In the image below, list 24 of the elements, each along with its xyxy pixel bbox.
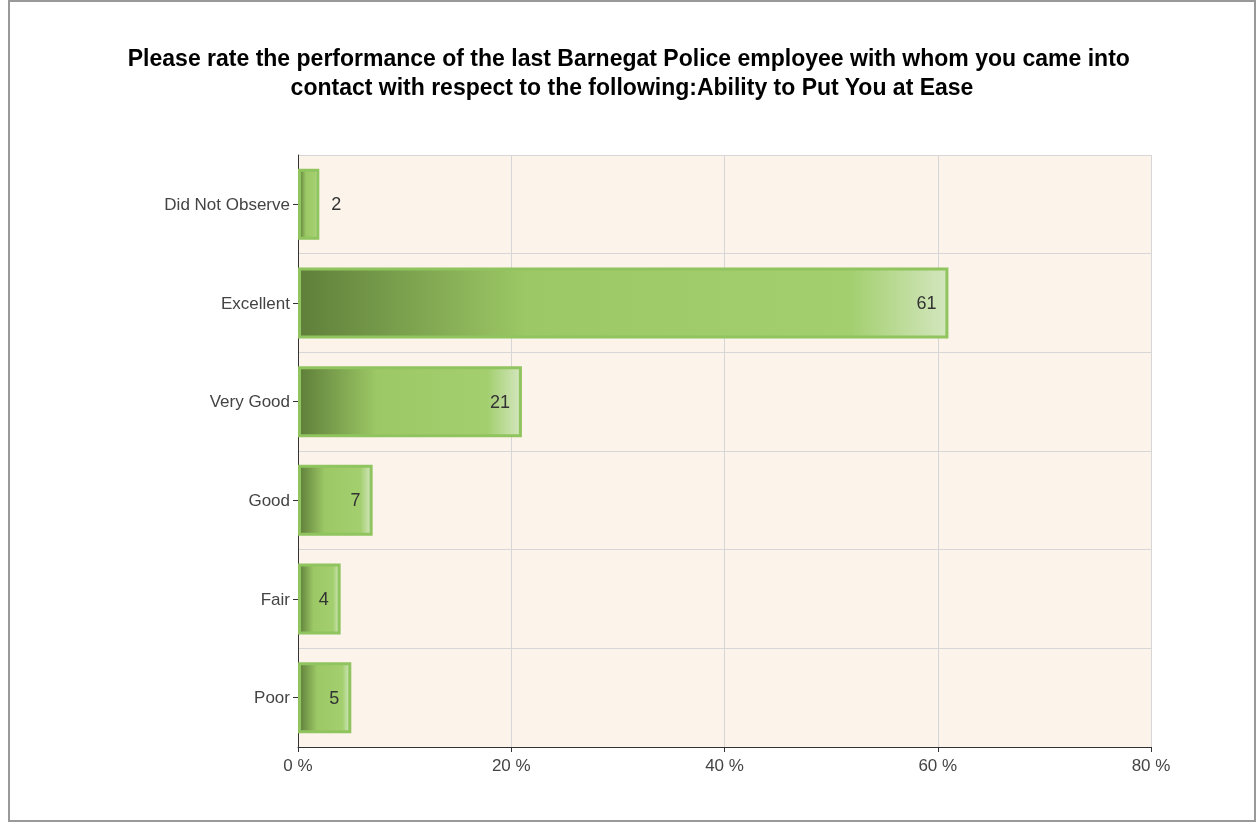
y-tick-label: Did Not Observe <box>164 194 290 214</box>
bar <box>298 267 949 339</box>
data-label: 5 <box>329 687 340 708</box>
chart-title: Please rate the performance of the last Barnegat Police employee with whom you came into contact with respect to the following:Ability to Put You at Ease <box>127 44 1137 100</box>
bar <box>298 366 522 438</box>
data-label: 7 <box>350 490 361 511</box>
x-tick-label: 80 % <box>1131 756 1171 775</box>
bar <box>298 464 373 536</box>
x-tick-label: 0 % <box>283 756 313 775</box>
data-label: 61 <box>916 293 937 313</box>
y-tick-label: Excellent <box>221 293 291 313</box>
y-tick-label: Poor <box>254 688 291 708</box>
y-tick-label: Very Good <box>209 392 290 412</box>
bar <box>298 563 341 635</box>
bar <box>298 168 320 240</box>
bar <box>298 662 352 734</box>
data-label: 21 <box>489 391 510 412</box>
x-tick-label: 40 % <box>705 756 744 775</box>
data-label: 2 <box>331 194 342 215</box>
x-tick-label: 20 % <box>491 756 531 775</box>
x-tick-label: 60 % <box>918 756 958 775</box>
y-tick-label: Good <box>248 490 290 510</box>
data-label: 4 <box>318 589 329 609</box>
y-tick-label: Fair <box>260 589 291 609</box>
